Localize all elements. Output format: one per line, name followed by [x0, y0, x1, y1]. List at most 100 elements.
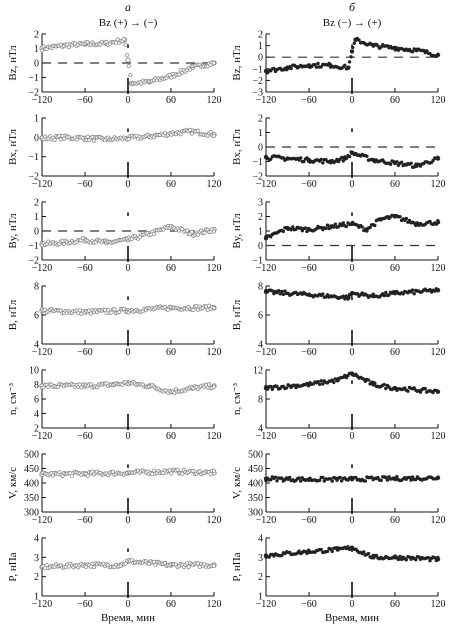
scatter-point — [393, 386, 397, 390]
scatter-point — [340, 479, 344, 483]
scatter-point — [341, 159, 345, 163]
scatter-point — [319, 157, 323, 162]
scatter-point — [281, 292, 285, 297]
scatter-point — [299, 226, 303, 230]
scatter-point — [436, 155, 440, 159]
x-tick-label: −60 — [77, 347, 93, 358]
scatter-point — [388, 162, 393, 166]
x-tick-label: −60 — [301, 515, 317, 526]
x-tick-label: 120 — [207, 431, 222, 442]
scatter-point — [185, 228, 190, 233]
scatter-point — [428, 559, 432, 563]
x-tick-label: −120 — [256, 347, 277, 358]
scatter-point — [299, 479, 303, 483]
y-tick-label: 450 — [24, 464, 39, 475]
scatter-point — [382, 293, 386, 298]
data-point — [125, 57, 131, 63]
scatter-point — [346, 297, 350, 301]
scatter-point — [379, 45, 383, 49]
x-tick-label: 120 — [207, 347, 222, 358]
y-tick-label: 2 — [34, 424, 39, 435]
scatter-point — [376, 475, 380, 480]
x-tick-label: 60 — [166, 179, 176, 190]
y-axis-label: Bx, нТл — [7, 129, 19, 165]
scatter-point — [347, 60, 352, 64]
scatter-point — [404, 558, 408, 562]
scatter-point — [410, 288, 415, 292]
scatter-point — [336, 225, 341, 229]
scatter-point — [319, 379, 323, 383]
y-tick-label: 4 — [34, 409, 39, 420]
x-tick-label: 0 — [126, 95, 131, 106]
scatter-point — [351, 45, 355, 50]
scatter-point — [162, 560, 168, 566]
scatter-point — [280, 289, 284, 294]
scatter-point — [407, 475, 412, 480]
y-tick-label: 1 — [34, 114, 39, 125]
scatter-point — [52, 137, 57, 142]
scatter-point — [128, 73, 133, 78]
chart-panel-b-6: 300 350 400 450 500 −120 −60 0 60 120 V, км/с — [231, 450, 446, 527]
scatter-point — [191, 468, 196, 474]
scatter-point — [211, 305, 216, 311]
chart-panel-a-4: 4 6 8 −120 −60 0 60 120 B, нТл — [7, 282, 222, 359]
scatter-point — [180, 471, 185, 476]
scatter-point — [321, 161, 325, 165]
x-tick-label: −60 — [301, 95, 317, 106]
y-axis-label: P, нПа — [231, 552, 243, 581]
scatter-point — [379, 478, 383, 483]
x-tick-label: −120 — [32, 431, 53, 442]
scatter-point — [344, 224, 349, 229]
scatter-point — [88, 311, 94, 316]
x-tick-label: 0 — [126, 347, 131, 358]
scatter-point — [319, 65, 323, 69]
y-axis-label: By, нТл — [231, 213, 243, 249]
y-tick-label: 3 — [34, 553, 39, 564]
scatter-point — [196, 128, 201, 133]
y-tick-label: 1 — [34, 592, 39, 603]
scatter-point — [376, 44, 380, 48]
scatter-point — [414, 477, 418, 482]
scatter-point — [366, 378, 371, 382]
scatter-point — [316, 61, 320, 66]
x-tick-label: −120 — [32, 179, 53, 190]
y-tick-label: 1 — [34, 212, 39, 223]
y-tick-label: 400 — [24, 479, 39, 490]
scatter-point — [436, 555, 440, 560]
scatter-point — [431, 158, 435, 163]
y-tick-label: 8 — [258, 282, 263, 293]
scatter-point — [109, 310, 114, 315]
y-tick-label: −2 — [252, 76, 263, 87]
x-tick-label: 120 — [431, 263, 446, 274]
y-axis-label: Bz, нТл — [231, 45, 243, 81]
x-tick-label: 120 — [431, 431, 446, 442]
chart-panel-a-2: −2 −1 0 1 −120 −60 0 60 120 Bx, нТл — [7, 114, 222, 191]
y-tick-label: 0 — [258, 241, 263, 252]
y-tick-label: 1 — [258, 128, 263, 139]
y-axis-label: P, нПа — [7, 552, 19, 581]
scatter-point — [313, 62, 317, 67]
y-tick-label: 4 — [258, 424, 263, 435]
scatter-point — [349, 55, 353, 59]
scatter-point — [360, 225, 364, 229]
scatter-point — [362, 550, 366, 554]
y-tick-label: 1 — [258, 592, 263, 603]
chart-panel-a-1: а Bz (+) → (−) −2 −1 0 1 2 −120 −60 0 60 120 Bz, нТл — [7, 0, 222, 106]
scatter-point — [211, 563, 216, 568]
scatter-point — [436, 475, 440, 479]
scatter-point — [384, 475, 388, 480]
y-tick-label: 450 — [248, 464, 263, 475]
y-tick-label: 500 — [24, 450, 39, 461]
scatter-point — [288, 475, 292, 480]
scatter-point — [423, 387, 427, 391]
scatter-point — [264, 384, 268, 389]
scatter-point — [303, 226, 308, 230]
y-tick-label: −2 — [28, 88, 39, 99]
y-axis-label: V, км/с — [231, 467, 243, 499]
scatter-point — [305, 381, 309, 386]
scatter-point — [191, 307, 196, 312]
scatter-point — [436, 390, 440, 394]
scatter-point — [302, 159, 306, 164]
scatter-point — [425, 49, 429, 53]
chart-panel-b-2: −2 −1 0 1 2 −120 −60 0 60 120 Bx, нТл — [231, 114, 446, 191]
